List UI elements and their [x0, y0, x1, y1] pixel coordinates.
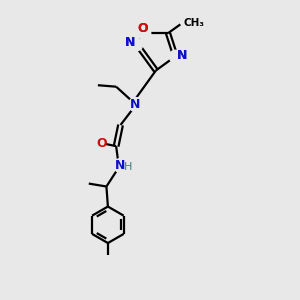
Text: N: N — [130, 98, 140, 111]
Text: CH₃: CH₃ — [184, 18, 205, 28]
Text: N: N — [115, 159, 125, 172]
Text: N: N — [177, 49, 187, 62]
Text: H: H — [124, 162, 132, 172]
Text: N: N — [124, 36, 135, 50]
Text: O: O — [138, 22, 148, 35]
Text: N: N — [177, 49, 187, 62]
Text: O: O — [96, 137, 107, 150]
Text: O: O — [138, 22, 148, 35]
Text: N: N — [124, 36, 135, 50]
